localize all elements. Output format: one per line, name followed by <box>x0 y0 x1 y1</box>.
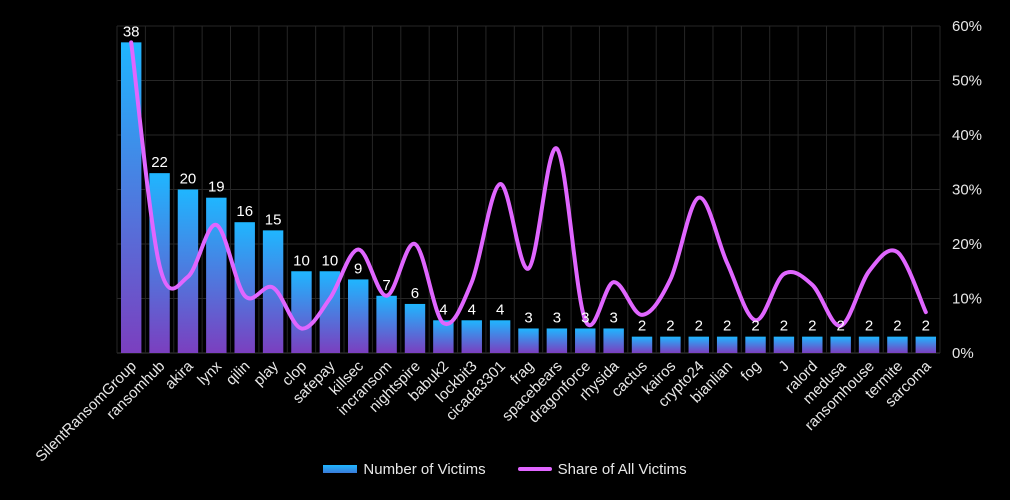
right-axis-tick: 0% <box>952 345 974 362</box>
category-label-qilin: qilin <box>223 358 254 389</box>
legend-label-bars: Number of Victims <box>363 460 486 478</box>
data-label-killsec: 9 <box>354 260 362 277</box>
bar-rhysida[interactable] <box>603 328 624 353</box>
category-label-lynx: lynx <box>194 357 225 388</box>
bar-lockbit3[interactable] <box>461 320 482 353</box>
legend-item-line[interactable]: Share of All Victims <box>517 460 687 478</box>
line-share-of-all-victims[interactable] <box>129 40 928 331</box>
right-axis-tick: 20% <box>952 236 982 253</box>
data-label-safepay: 10 <box>322 252 339 269</box>
bar-cicada3301[interactable] <box>489 320 511 353</box>
data-label-sarcoma: 2 <box>922 318 930 335</box>
bar-fog[interactable] <box>745 336 766 353</box>
data-label-bianlian: 2 <box>723 318 731 335</box>
data-label-babuk2: 4 <box>439 301 447 318</box>
data-label-medusa: 2 <box>837 318 845 335</box>
data-label-frag: 3 <box>524 309 532 326</box>
right-axis-tick: 60% <box>952 18 982 35</box>
data-label-lockbit3: 4 <box>468 301 476 318</box>
category-label-play: play <box>250 357 282 389</box>
data-label-fog: 2 <box>751 318 759 335</box>
bar-ralord[interactable] <box>802 336 823 353</box>
right-axis-tick: 30% <box>952 182 982 199</box>
line-series <box>129 40 928 331</box>
bar-nightspire[interactable] <box>404 303 426 353</box>
bar-play[interactable] <box>262 230 284 353</box>
right-axis-tick: 10% <box>952 291 982 308</box>
data-label-qilin: 16 <box>236 203 253 220</box>
bar-lynx[interactable] <box>206 197 227 353</box>
bar-clop[interactable] <box>291 271 312 353</box>
data-label-ransomhouse: 2 <box>865 318 873 335</box>
bar-incransom[interactable] <box>376 295 397 353</box>
data-label-J: 2 <box>780 318 788 335</box>
legend-item-bars[interactable]: Number of Victims <box>323 460 486 478</box>
bar-spacebears[interactable] <box>546 328 568 353</box>
bar-akira[interactable] <box>177 189 199 354</box>
bar-series <box>120 42 937 354</box>
category-label-fog: fog <box>738 358 765 385</box>
data-label-akira: 20 <box>180 171 197 188</box>
bar-frag[interactable] <box>518 328 539 353</box>
data-label-rhysida: 3 <box>609 309 617 326</box>
bar-J[interactable] <box>773 336 795 353</box>
bar-swatch-icon <box>323 465 358 473</box>
bar-bianlian[interactable] <box>716 336 738 353</box>
right-axis-ticks: 0% 10% 20% 30% 40% 50% 60% <box>952 18 982 362</box>
bar-qilin[interactable] <box>234 222 255 353</box>
bar-medusa[interactable] <box>830 336 851 353</box>
data-label-cactus: 2 <box>638 318 646 335</box>
bar-crypto24[interactable] <box>688 336 709 353</box>
data-label-incransom: 7 <box>382 277 390 294</box>
bar-sarcoma[interactable] <box>915 336 937 353</box>
bar-SilentRansomGroup[interactable] <box>120 42 142 353</box>
data-label-ransomhub: 22 <box>151 154 168 171</box>
data-label-nightspire: 6 <box>411 285 419 302</box>
category-label-J: J <box>775 358 792 375</box>
bar-dragonforce[interactable] <box>575 328 596 353</box>
bar-cactus[interactable] <box>631 336 653 353</box>
legend: Number of Victims Share of All Victims <box>0 458 1010 480</box>
bar-kairos[interactable] <box>660 336 681 353</box>
data-label-SilentRansomGroup: 38 <box>123 23 140 40</box>
bar-killsec[interactable] <box>348 279 369 353</box>
data-label-kairos: 2 <box>666 318 674 335</box>
legend-label-line: Share of All Victims <box>557 460 687 478</box>
bar-babuk2[interactable] <box>433 320 454 353</box>
data-label-crypto24: 2 <box>695 318 703 335</box>
data-label-termite: 2 <box>893 318 901 335</box>
bar-ransomhouse[interactable] <box>858 336 880 353</box>
bar-termite[interactable] <box>887 336 908 353</box>
right-axis-tick: 40% <box>952 127 982 144</box>
category-labels: SilentRansomGroupransomhubakiralynxqilin… <box>32 357 935 465</box>
line-swatch-icon <box>517 467 552 471</box>
data-label-spacebears: 3 <box>553 309 561 326</box>
data-label-cicada3301: 4 <box>496 301 504 318</box>
data-label-play: 15 <box>265 211 282 228</box>
right-axis-tick: 50% <box>952 73 982 90</box>
data-label-clop: 10 <box>293 252 310 269</box>
gridlines <box>116 25 941 354</box>
category-label-akira: akira <box>162 357 197 392</box>
data-label-lynx: 19 <box>208 179 225 196</box>
data-label-dragonforce: 3 <box>581 309 589 326</box>
data-label-ralord: 2 <box>808 318 816 335</box>
